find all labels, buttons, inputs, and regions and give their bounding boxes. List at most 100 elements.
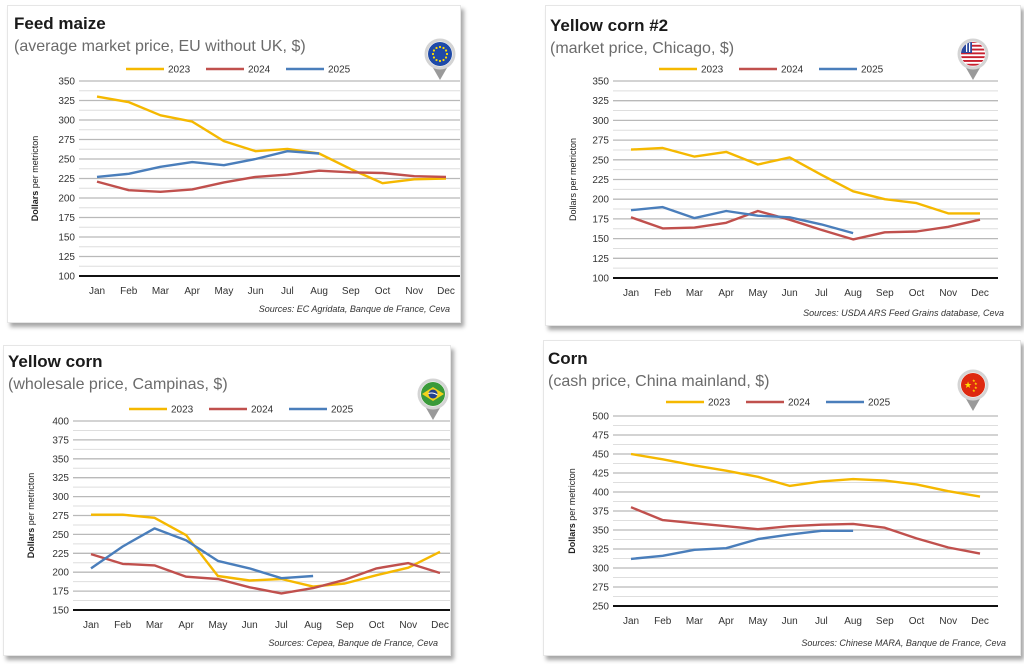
x-tick-label: Oct — [909, 288, 925, 299]
y-tick-label: 325 — [58, 96, 75, 107]
star: ★ — [974, 385, 978, 390]
x-tick-label: Nov — [399, 620, 417, 631]
y-tick-label: 325 — [52, 473, 69, 484]
legend-label-2023: 2023 — [171, 405, 194, 416]
x-tick-label: Apr — [184, 286, 200, 297]
y-tick-label: 500 — [592, 412, 609, 423]
x-tick-label: Mar — [686, 288, 704, 299]
y-tick-label: 200 — [592, 195, 609, 206]
x-tick-label: Oct — [375, 286, 391, 297]
star — [442, 46, 445, 50]
x-tick-label: Apr — [718, 616, 734, 627]
y-tick-label: 350 — [58, 77, 75, 88]
star — [444, 56, 448, 59]
star — [435, 58, 438, 62]
chart-card-feed-maize: 100 125 150 175 200 225 250 275 300 325 350 Jan Feb M… — [7, 5, 461, 323]
series-line-2023 — [630, 146, 980, 215]
x-tick-label: Jul — [281, 286, 294, 297]
x-tick-label: Jul — [815, 616, 828, 627]
chart-card-corn-china: 250 275 300 325 350 375 400 425 450 475 500 Jan Feb M… — [543, 340, 1021, 656]
y-tick-label: 300 — [592, 564, 609, 575]
chart-subtitle: (market price, Chicago, $) — [550, 40, 735, 57]
x-tick-label: Feb — [120, 286, 138, 297]
star — [432, 49, 436, 52]
x-tick-label: Dec — [431, 620, 449, 631]
y-tick-label: 175 — [52, 587, 69, 598]
x-tick-label: Nov — [405, 286, 423, 297]
x-tick-label: Oct — [909, 616, 925, 627]
y-tick-label: 325 — [592, 96, 609, 107]
x-tick-label: Mar — [146, 620, 164, 631]
x-tick-label: May — [214, 286, 233, 297]
y-tick-label: 175 — [592, 214, 609, 225]
x-tick-label: Jun — [782, 288, 798, 299]
chart-plot: 100 125 150 175 200 225 250 275 300 325 350 Jan Feb M… — [568, 38, 998, 299]
x-tick-label: May — [208, 620, 227, 631]
y-tick-label: 400 — [592, 488, 609, 499]
x-tick-label: Dec — [971, 288, 989, 299]
x-tick-label: Apr — [178, 620, 194, 631]
star — [438, 59, 442, 63]
series-line-2023 — [630, 452, 981, 498]
y-tick-label: 175 — [58, 213, 75, 224]
y-tick-label: 225 — [592, 175, 609, 186]
legend-label-2023: 2023 — [701, 65, 724, 76]
x-tick-label: Jan — [623, 616, 639, 627]
y-tick-label: 150 — [58, 233, 75, 244]
y-tick-label: 400 — [52, 417, 69, 428]
y-tick-label: 300 — [592, 116, 609, 127]
y-tick-label: 125 — [58, 252, 75, 263]
legend-label-2024: 2024 — [248, 65, 271, 76]
x-tick-label: Feb — [654, 616, 672, 627]
star — [442, 58, 445, 62]
x-tick-label: Oct — [369, 620, 385, 631]
star — [438, 45, 442, 49]
y-tick-label: 225 — [58, 174, 75, 185]
legend-label-2025: 2025 — [331, 405, 354, 416]
x-tick-label: Aug — [844, 288, 862, 299]
brazil-flag-icon — [417, 378, 449, 420]
y-tick-label: 200 — [58, 194, 75, 205]
star: ★ — [974, 381, 978, 386]
chart-plot: 250 275 300 325 350 375 400 425 450 475 500 Jan Feb M… — [567, 369, 998, 627]
legend-label-2024: 2024 — [788, 398, 811, 409]
y-tick-label: 100 — [58, 272, 75, 283]
y-tick-label: 275 — [592, 136, 609, 147]
chart-title: Yellow corn #2 — [550, 16, 669, 35]
y-tick-label: 300 — [58, 116, 75, 127]
y-tick-label: 200 — [52, 568, 69, 579]
star — [432, 56, 436, 59]
x-tick-label: Nov — [939, 616, 957, 627]
x-tick-label: Jul — [275, 620, 288, 631]
x-tick-label: Aug — [304, 620, 322, 631]
y-tick-label: 250 — [592, 602, 609, 613]
series-line-2023 — [91, 513, 441, 588]
y-tick-label: 275 — [58, 135, 75, 146]
legend-label-2024: 2024 — [251, 405, 274, 416]
y-tick-label: 250 — [52, 530, 69, 541]
x-tick-label: Sep — [342, 286, 360, 297]
chart-title: Corn — [548, 349, 588, 368]
x-tick-label: Aug — [310, 286, 328, 297]
series-line-2024 — [96, 169, 447, 194]
legend-label-2025: 2025 — [861, 65, 884, 76]
x-tick-label: May — [748, 288, 767, 299]
x-tick-label: Feb — [114, 620, 132, 631]
x-tick-label: Mar — [686, 616, 704, 627]
series-line-2025 — [630, 205, 854, 235]
y-tick-label: 275 — [52, 511, 69, 522]
series-line-2024 — [90, 552, 441, 595]
series-line-2024 — [630, 506, 981, 555]
y-tick-label: 350 — [592, 77, 609, 88]
y-tick-label: 150 — [52, 606, 69, 617]
us-flag-icon — [957, 38, 989, 80]
star — [431, 52, 435, 56]
y-axis-label: Dollars per metricton — [567, 468, 577, 554]
china-flag-icon: ★ ★★★★ — [957, 369, 989, 411]
series-line-2023 — [96, 95, 447, 185]
series-line-2025 — [96, 149, 320, 179]
x-tick-label: Mar — [152, 286, 170, 297]
x-tick-label: Jul — [815, 288, 828, 299]
star — [445, 52, 449, 56]
x-tick-label: Apr — [718, 288, 734, 299]
